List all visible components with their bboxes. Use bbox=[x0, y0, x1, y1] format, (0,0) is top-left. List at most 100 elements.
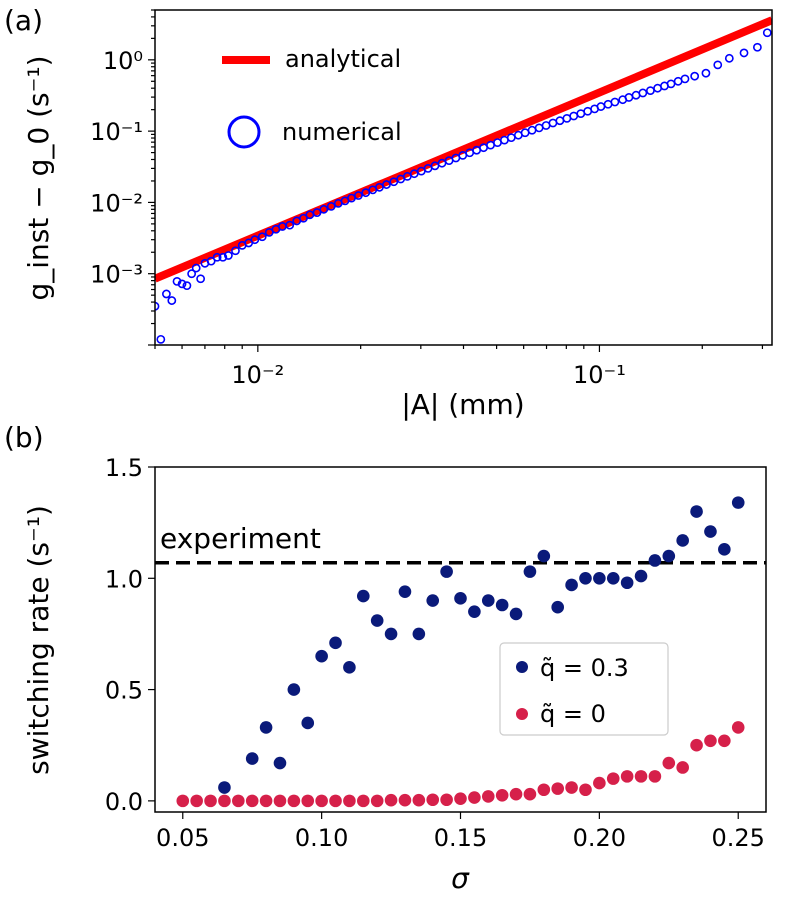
panel-b-legend-box bbox=[499, 642, 669, 736]
q0-point bbox=[537, 783, 551, 797]
numerical-point bbox=[257, 232, 267, 242]
q03-point bbox=[426, 594, 440, 607]
numerical-point bbox=[752, 42, 762, 52]
q03-point bbox=[287, 683, 301, 696]
numerical-point bbox=[569, 111, 579, 121]
numerical-point bbox=[319, 204, 329, 214]
panel-a-ylabel: g_inst − g_0 (s⁻¹) bbox=[22, 55, 55, 300]
q0-point bbox=[454, 792, 467, 805]
panel-b-plot: 0.05 0.10 0.15 0.20 0.25 0.0 0.5 1.0 1.5 experi… bbox=[105, 454, 767, 852]
q0-point bbox=[593, 776, 606, 790]
q03-point bbox=[537, 549, 551, 563]
numerical-point bbox=[713, 60, 723, 70]
legend-q03-swatch bbox=[516, 661, 528, 673]
a-ytick-label: 10⁻¹ bbox=[90, 118, 143, 146]
q0-point bbox=[329, 794, 342, 808]
q0-point bbox=[218, 794, 231, 808]
q0-point bbox=[662, 756, 676, 770]
q0-point bbox=[176, 794, 190, 808]
q0-point bbox=[356, 794, 370, 808]
q0-point bbox=[273, 794, 287, 808]
a-ytick-label: 10⁻² bbox=[90, 189, 143, 217]
numerical-point bbox=[527, 125, 537, 135]
q03-point bbox=[579, 571, 592, 585]
numerical-point bbox=[162, 289, 171, 299]
numerical-point bbox=[326, 201, 336, 211]
legend-numerical-label: numerical bbox=[282, 118, 402, 146]
numerical-point bbox=[212, 252, 222, 262]
q0-point bbox=[259, 794, 273, 808]
q03-point bbox=[384, 627, 398, 641]
q03-point bbox=[301, 716, 315, 730]
q03-point bbox=[648, 554, 662, 567]
numerical-point bbox=[690, 71, 700, 81]
numerical-point bbox=[666, 79, 676, 89]
q0-point bbox=[551, 782, 565, 795]
q0-point bbox=[718, 734, 731, 748]
q0-point bbox=[370, 794, 384, 808]
a-ytick-label: 10⁻³ bbox=[90, 261, 143, 289]
q0-point bbox=[287, 794, 301, 808]
numerical-point bbox=[191, 263, 201, 273]
numerical-point bbox=[762, 28, 772, 38]
q0-point bbox=[412, 793, 426, 807]
q0-point bbox=[426, 793, 440, 807]
q03-point bbox=[259, 721, 273, 734]
q0-point bbox=[204, 794, 217, 808]
numerical-point bbox=[155, 301, 160, 311]
q0-point bbox=[523, 787, 537, 801]
numerical-point bbox=[638, 88, 648, 98]
panel-b-ylabel: switching rate (s⁻¹) bbox=[22, 505, 55, 775]
q03-point bbox=[731, 496, 745, 509]
q0-point bbox=[731, 721, 745, 734]
numerical-point bbox=[167, 296, 177, 305]
numerical-point bbox=[196, 274, 206, 284]
numerical-point bbox=[250, 235, 260, 245]
q03-point bbox=[634, 569, 648, 583]
q03-point bbox=[523, 565, 537, 578]
numerical-point bbox=[177, 279, 187, 289]
q0-point bbox=[343, 794, 356, 808]
q0-point bbox=[634, 770, 648, 783]
q0-point bbox=[190, 794, 203, 808]
b-xtick-label: 0.15 bbox=[434, 824, 487, 852]
numerical-point bbox=[506, 133, 516, 143]
numerical-point bbox=[218, 252, 228, 262]
q0-point bbox=[565, 781, 578, 794]
q03-point bbox=[551, 600, 565, 614]
q03-point bbox=[620, 576, 634, 590]
q0-point bbox=[315, 794, 328, 808]
q03-point bbox=[718, 543, 731, 556]
q03-point bbox=[398, 585, 412, 598]
q03-point bbox=[662, 549, 676, 563]
q0-point bbox=[245, 794, 259, 808]
panel-b-xlabel: σ bbox=[451, 862, 470, 895]
q03-point bbox=[606, 571, 620, 585]
q0-point bbox=[704, 734, 717, 748]
q0-point bbox=[440, 793, 453, 807]
legend-q0-swatch bbox=[516, 708, 528, 720]
q03-point bbox=[370, 614, 384, 627]
a-xtick-label: 10⁻² bbox=[231, 361, 284, 389]
numerical-point bbox=[206, 256, 216, 266]
q0-point bbox=[232, 794, 245, 808]
numerical-point bbox=[312, 208, 322, 217]
b-xtick-label: 0.25 bbox=[712, 824, 765, 852]
numerical-point bbox=[646, 86, 655, 96]
q0-point bbox=[398, 793, 412, 807]
b-xtick-label: 0.20 bbox=[573, 824, 626, 852]
numerical-point bbox=[182, 281, 192, 291]
q03-point bbox=[690, 505, 703, 518]
b-xtick-label: 0.05 bbox=[156, 824, 209, 852]
panel-a-label: (a) bbox=[4, 4, 43, 37]
q03-point bbox=[356, 589, 370, 603]
q0-point bbox=[690, 738, 703, 752]
q03-point bbox=[565, 578, 578, 592]
q03-point bbox=[495, 598, 509, 612]
q03-point bbox=[676, 534, 689, 547]
numerical-point bbox=[534, 123, 544, 133]
legend-q03-label: q̃ = 0.3 bbox=[540, 654, 629, 682]
q03-point bbox=[481, 594, 495, 607]
b-ytick-label: 0.0 bbox=[105, 788, 143, 816]
